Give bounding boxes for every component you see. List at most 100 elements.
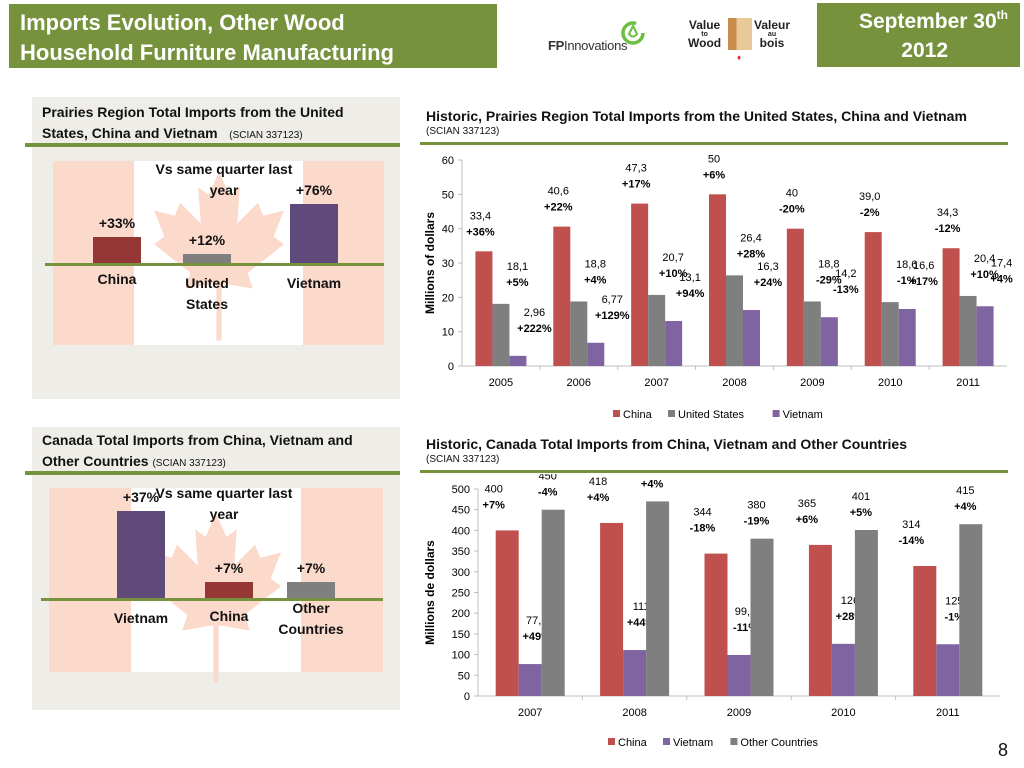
bar-vietnam bbox=[898, 309, 916, 366]
legend-swatch-china bbox=[613, 410, 620, 417]
change-label: -19% bbox=[744, 516, 770, 528]
divider bbox=[420, 470, 1008, 473]
bar-other-countries bbox=[646, 501, 670, 696]
x-tick-label: 2010 bbox=[878, 377, 902, 389]
bar-united-states bbox=[492, 303, 510, 366]
change-label: +129% bbox=[595, 310, 630, 322]
scian-code: (SCIAN 337123) bbox=[229, 130, 303, 141]
bar-vietnam bbox=[587, 342, 605, 366]
data-label: 401 bbox=[852, 491, 870, 503]
mini-bar-vietnam bbox=[290, 203, 338, 263]
bar-other-countries bbox=[854, 529, 878, 696]
legend-label: Vietnam bbox=[673, 737, 713, 749]
bar-other-countries bbox=[541, 509, 565, 696]
change-label: +6% bbox=[703, 169, 726, 181]
bar-vietnam bbox=[623, 650, 647, 696]
legend-label: China bbox=[618, 737, 648, 749]
change-label: -20% bbox=[779, 204, 805, 216]
bar-china bbox=[786, 228, 804, 366]
legend-label: United States bbox=[678, 409, 745, 421]
change-label: -1% bbox=[897, 275, 917, 287]
change-label: +24% bbox=[754, 277, 783, 289]
date-sup: th bbox=[996, 8, 1008, 22]
legend-label: Vietnam bbox=[783, 409, 823, 421]
slide-title: Imports Evolution, Other Wood Household … bbox=[9, 4, 497, 68]
logo-vw-right: Valeur au bois bbox=[754, 18, 791, 50]
page-number: 8 bbox=[997, 740, 1008, 760]
bar-other-countries bbox=[750, 538, 774, 696]
bar-china bbox=[553, 226, 571, 366]
legend-swatch-other-countries bbox=[730, 738, 738, 745]
change-label: +22% bbox=[544, 202, 573, 214]
mini-bar-label: China bbox=[209, 608, 249, 624]
bar-vietnam bbox=[976, 306, 994, 366]
change-label: +4% bbox=[584, 274, 607, 286]
change-label: +36% bbox=[466, 226, 495, 238]
mini-chart-subtitle: Vs same quarter last year bbox=[155, 485, 293, 522]
x-tick-label: 2010 bbox=[831, 707, 855, 719]
fpinnovations-logo: FPInnovations bbox=[548, 18, 658, 58]
chart-prairies-historic: 0 10 20 30 40 50 60 Millions of dollars 2005 33,4… bbox=[423, 153, 1013, 421]
bar-china bbox=[942, 248, 960, 366]
data-label: 18,6 bbox=[896, 259, 917, 271]
data-label: 314 bbox=[902, 519, 920, 531]
change-label: +28% bbox=[737, 248, 766, 260]
bar-united-states bbox=[570, 301, 588, 366]
data-label: 39,0 bbox=[859, 191, 880, 203]
wood-grain-icon bbox=[728, 18, 752, 50]
x-tick-label: 2005 bbox=[489, 377, 513, 389]
scian-code: (SCIAN 337123) bbox=[152, 458, 226, 469]
change-label: +222% bbox=[517, 323, 552, 335]
y-tick-label: 250 bbox=[452, 588, 470, 600]
chart1-subtitle: (SCIAN 337123) bbox=[426, 126, 500, 137]
data-label: 111 bbox=[633, 601, 650, 613]
y-tick-label: 150 bbox=[452, 629, 470, 641]
x-tick-label: 2008 bbox=[722, 377, 746, 389]
change-label: +17% bbox=[622, 179, 651, 191]
y-tick-label: 450 bbox=[452, 505, 470, 517]
report-date: September 30th 2012 bbox=[817, 3, 1020, 67]
data-label: 18,8 bbox=[818, 258, 839, 270]
mini-bar-pct: +76% bbox=[295, 181, 333, 198]
bar-united-states bbox=[881, 302, 899, 366]
x-tick-label: 2008 bbox=[622, 707, 646, 719]
bar-united-states bbox=[648, 294, 666, 366]
chart2-title: Historic, Canada Total Imports from Chin… bbox=[426, 436, 907, 465]
bar-vietnam bbox=[743, 310, 760, 366]
change-label: +5% bbox=[850, 507, 873, 519]
data-label: 415 bbox=[956, 485, 974, 497]
chart2-subtitle: (SCIAN 337123) bbox=[426, 454, 500, 465]
mini-bar-label: Other Countries bbox=[278, 600, 344, 637]
x-tick-label: 2006 bbox=[567, 377, 591, 389]
bar-united-states bbox=[959, 295, 977, 366]
y-tick-label: 40 bbox=[442, 224, 454, 236]
leaf-circle-icon bbox=[621, 21, 645, 45]
x-tick-label: 2009 bbox=[727, 707, 751, 719]
mini-bar-other bbox=[287, 581, 335, 598]
bar-china bbox=[704, 553, 728, 696]
data-label: 18,8 bbox=[585, 258, 606, 270]
y-tick-label: 0 bbox=[448, 361, 454, 373]
bar-vietnam bbox=[820, 317, 838, 366]
x-tick-label: 2007 bbox=[518, 707, 542, 719]
data-label: 126 bbox=[841, 595, 859, 607]
change-label: -2% bbox=[860, 207, 880, 219]
y-tick-label: 100 bbox=[452, 650, 470, 662]
y-tick-label: 300 bbox=[452, 567, 470, 579]
slide-title-line1: Imports Evolution, Other Wood bbox=[20, 10, 345, 35]
bar-china bbox=[600, 522, 624, 696]
bar-china bbox=[475, 251, 493, 366]
change-label: +4% bbox=[587, 492, 610, 504]
date-line1: September 30 bbox=[858, 10, 997, 33]
logo-fp-rest: Innovations bbox=[564, 38, 628, 53]
mini-bar-united bbox=[183, 253, 231, 263]
change-label: -4% bbox=[538, 487, 558, 499]
bar-china bbox=[631, 203, 649, 366]
change-label: +10% bbox=[970, 269, 999, 281]
data-label: 16,3 bbox=[757, 261, 778, 273]
bar-united-states bbox=[726, 275, 743, 366]
data-label: 33,4 bbox=[470, 210, 491, 222]
x-tick-label: 2011 bbox=[936, 707, 960, 719]
change-label: -18% bbox=[690, 523, 716, 535]
y-tick-label: 350 bbox=[452, 546, 470, 558]
